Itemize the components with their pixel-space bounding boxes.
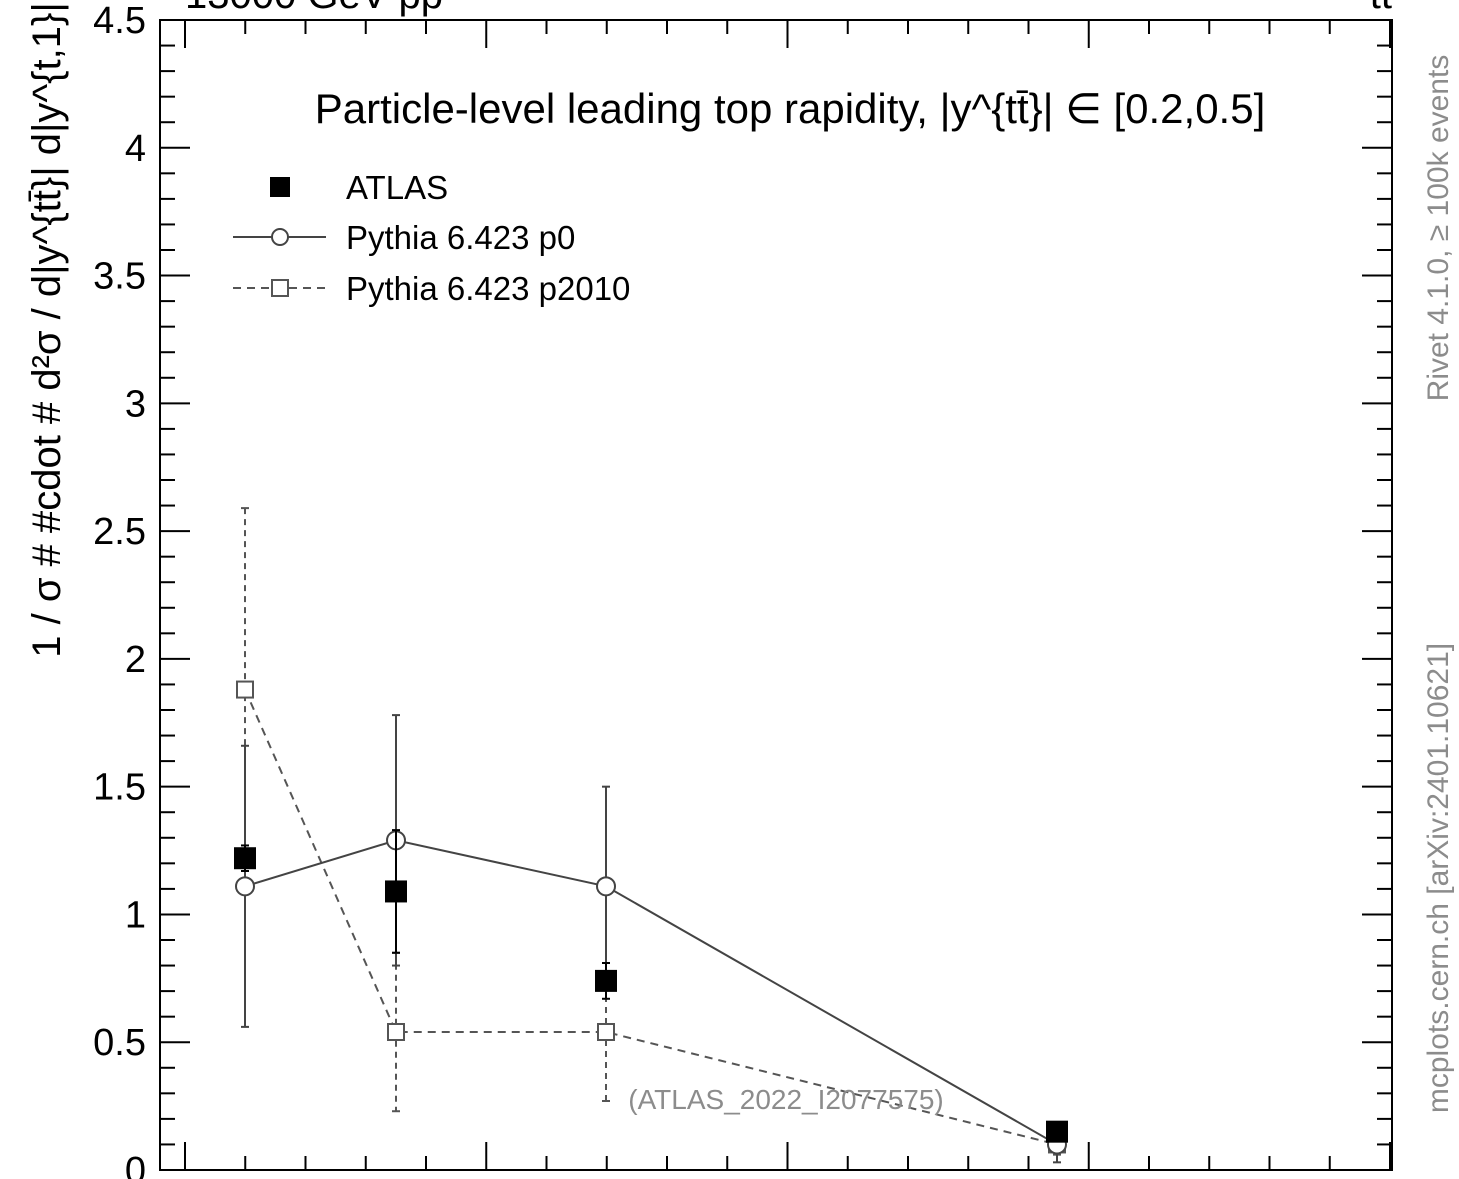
data-point	[387, 1023, 405, 1041]
series-line	[244, 839, 1058, 1146]
chart-title: Particle-level leading top rapidity, |y^…	[315, 85, 1266, 132]
y-tick-label: 4.5	[93, 0, 146, 42]
series-2	[236, 507, 1066, 1156]
data-point	[597, 1023, 615, 1041]
legend-label-pythia-p0: Pythia 6.423 p0	[346, 219, 575, 256]
legend-marker-atlas	[270, 177, 290, 197]
y-tick-label: 2	[125, 639, 146, 681]
axis-ticks	[160, 19, 1392, 1171]
series-0	[234, 829, 1068, 1143]
series-line	[244, 689, 1058, 1146]
y-tick-label: 0.5	[93, 1022, 146, 1064]
data-point	[236, 680, 254, 699]
y-tick-labels: 0 0.5 1 1.5 2 2.5 3 3.5 4 4.5	[93, 0, 146, 1179]
plot-frame	[159, 19, 1393, 1171]
plot-border	[159, 19, 1393, 1171]
data-point	[1046, 1120, 1068, 1143]
data-point	[595, 969, 617, 992]
data-point	[596, 876, 616, 897]
y-tick-label: 1.5	[93, 767, 146, 809]
top-right-label: tt̄	[1370, 0, 1392, 17]
side-label-mcplots: mcplots.cern.ch [arXiv:2401.10621]	[1422, 643, 1455, 1113]
legend-item-pythia-p0: Pythia 6.423 p0	[233, 219, 575, 256]
side-label-rivet: Rivet 4.1.0, ≥ 100k events	[1422, 55, 1455, 402]
legend-marker-pythia-p0	[271, 228, 289, 246]
top-left-label: 13000 GeV pp	[185, 0, 443, 17]
y-tick-label: 3.5	[93, 256, 146, 298]
y-tick-label: 0	[125, 1150, 146, 1179]
y-tick-label: 2.5	[93, 511, 146, 553]
legend: ATLAS Pythia 6.423 p0 Pythia 6.423 p2010	[233, 169, 630, 307]
data-point	[234, 847, 256, 870]
y-axis-label: 1 / σ # #cdot # d²σ / d|y^{tt̄}| d|y^{t,…	[25, 2, 69, 658]
y-tick-label: 3	[125, 383, 146, 425]
data-point	[235, 876, 255, 897]
legend-item-atlas: ATLAS	[270, 169, 448, 206]
series-layer	[234, 507, 1068, 1164]
legend-item-pythia-p2010: Pythia 6.423 p2010	[233, 270, 630, 307]
legend-marker-pythia-p2010	[271, 279, 289, 297]
legend-label-atlas: ATLAS	[346, 169, 448, 206]
analysis-label: (ATLAS_2022_I2077575)	[628, 1084, 944, 1115]
legend-label-pythia-p2010: Pythia 6.423 p2010	[346, 270, 630, 307]
data-point	[385, 880, 407, 903]
y-tick-label: 4	[125, 128, 146, 170]
y-tick-label: 1	[125, 894, 146, 936]
